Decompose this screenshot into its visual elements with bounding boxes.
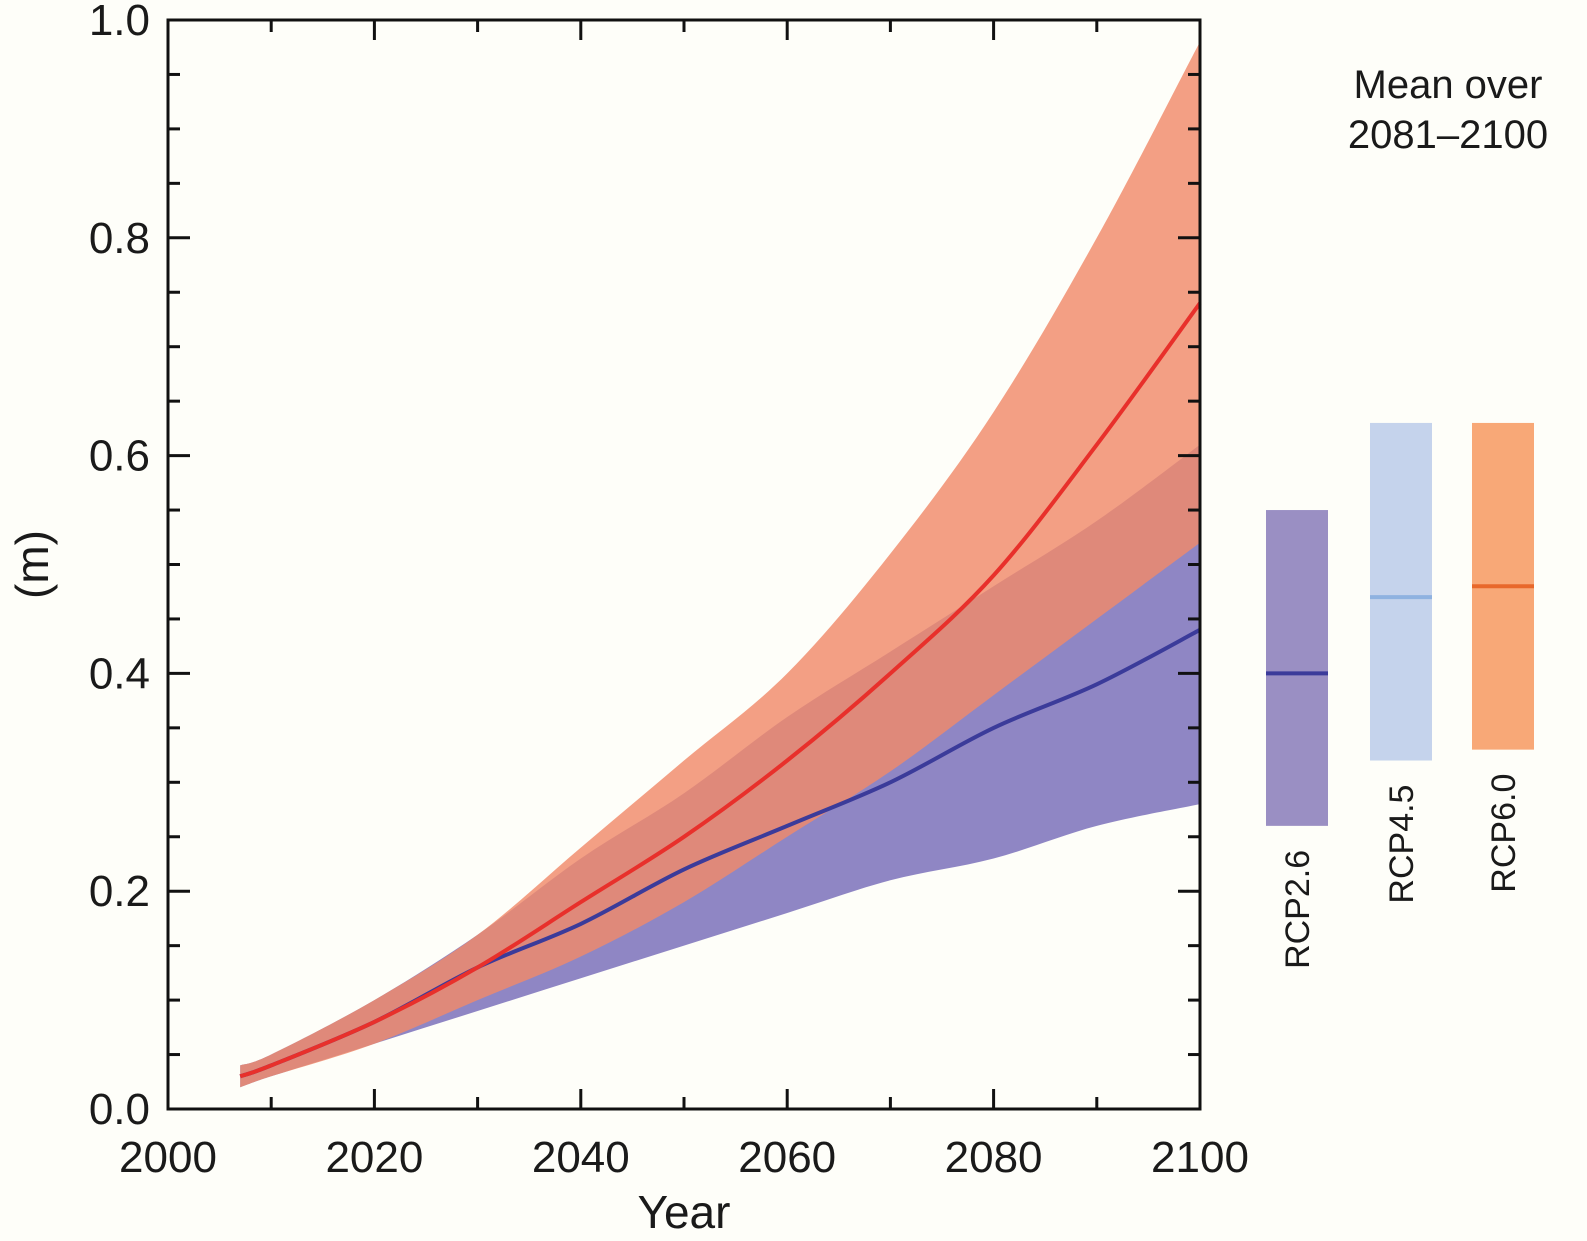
x-tick-label: 2020 [325,1133,423,1182]
axis-ticks [166,18,1202,1111]
x-axis-label: Year [638,1186,731,1238]
mean-lines [239,301,1202,1079]
side-panel-title-line2: 2081–2100 [1348,113,1548,157]
mean-line-1 [239,301,1202,1079]
range-bar-label: RCP2.6 [1279,850,1317,969]
range-bar-rcp26 [1266,510,1328,826]
range-bar-rcp45 [1370,422,1432,761]
range-bar-label: RCP4.5 [1383,785,1421,904]
x-tick-label: 2100 [1151,1133,1249,1182]
tick-labels: 2000 2020 2040 2060 2080 2100 0.0 0.2 0.4 0.6 0.8 1… [89,0,1249,1182]
band-1 [240,41,1200,1088]
y-tick-label: 0.4 [89,649,150,698]
y-tick-label: 0.8 [89,214,150,263]
y-axis-label: (m) [6,530,58,599]
x-tick-label: 2080 [945,1133,1043,1182]
x-tick-label: 2000 [119,1133,217,1182]
y-tick-label: 0.2 [89,867,150,916]
x-tick-label: 2040 [532,1133,630,1182]
y-tick-label: 0.6 [89,432,150,481]
x-tick-label: 2060 [738,1133,836,1182]
y-tick-label: 1.0 [89,0,150,45]
uncertainty-bands [240,41,1200,1088]
side-panel-bars: RCP2.6 RCP4.5 RCP6.0 [1266,422,1534,969]
range-bar-label: RCP6.0 [1485,774,1523,893]
y-tick-label: 0.0 [89,1085,150,1134]
side-panel-title-line1: Mean over [1354,63,1543,107]
